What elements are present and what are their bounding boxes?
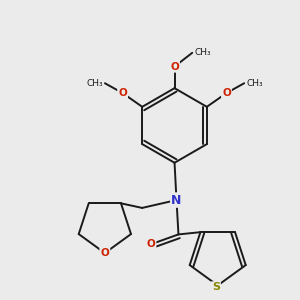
Text: CH₃: CH₃ <box>246 79 263 88</box>
Text: O: O <box>118 88 127 98</box>
Text: O: O <box>170 61 179 72</box>
Text: CH₃: CH₃ <box>194 48 211 57</box>
Text: O: O <box>100 248 109 258</box>
Text: O: O <box>147 239 155 249</box>
Text: O: O <box>222 88 231 98</box>
Text: N: N <box>171 194 182 207</box>
Text: CH₃: CH₃ <box>86 79 103 88</box>
Text: S: S <box>212 282 220 292</box>
